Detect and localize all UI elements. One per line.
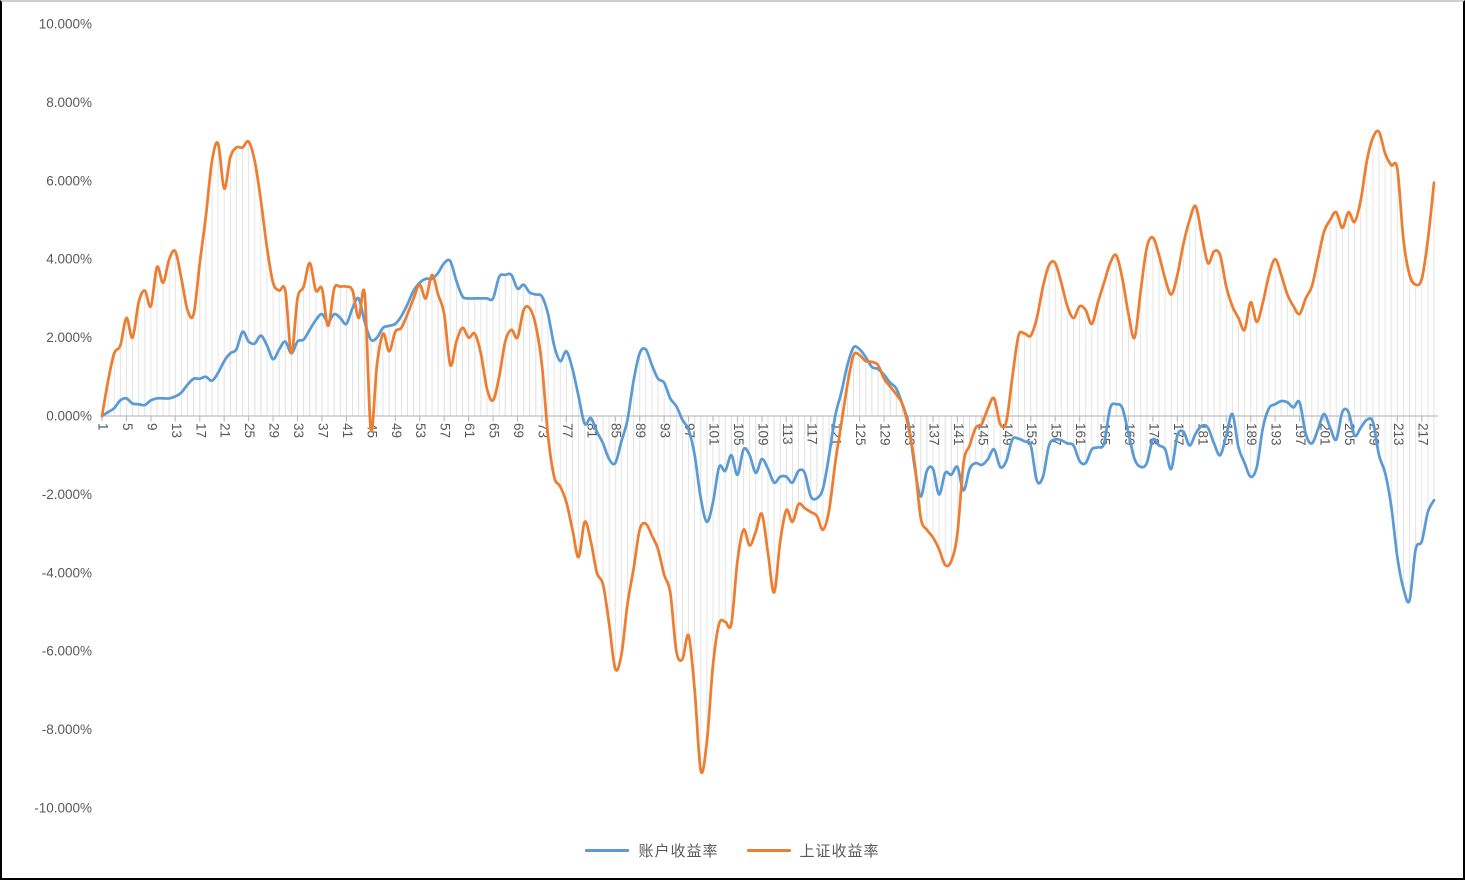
y-tick-label: -8.000% xyxy=(42,722,92,737)
x-tick-label: 145 xyxy=(975,423,990,446)
series-line-shanghai-return xyxy=(100,129,1436,775)
y-tick-label: 8.000% xyxy=(46,95,92,110)
x-tick-label: 153 xyxy=(1024,423,1039,446)
line-chart: 10.000% 8.000% 6.000% 4.000% 2.000% 0.000% -2.… xyxy=(34,17,1438,816)
x-tick-label: 9 xyxy=(144,423,159,431)
y-tick-label: -4.000% xyxy=(42,565,92,580)
x-tick-label: 5 xyxy=(120,423,135,431)
y-tick-label: -2.000% xyxy=(42,487,92,502)
x-tick-label: 85 xyxy=(609,423,624,438)
legend-item-account-return: 账户收益率 xyxy=(585,840,718,861)
y-axis-labels: 10.000% 8.000% 6.000% 4.000% 2.000% 0.000% -2.… xyxy=(34,17,92,816)
x-tick-label: 117 xyxy=(804,423,819,445)
x-tick-label: 89 xyxy=(633,423,648,438)
x-tick-label: 33 xyxy=(291,423,306,438)
x-tick-label: 61 xyxy=(462,423,477,438)
x-tick-label: 49 xyxy=(389,423,404,438)
x-tick-label: 105 xyxy=(731,423,746,446)
x-tick-label: 161 xyxy=(1073,423,1088,446)
x-tick-label: 125 xyxy=(853,423,868,446)
y-tick-label: 0.000% xyxy=(46,409,92,424)
y-tick-label: 4.000% xyxy=(46,252,92,267)
y-tick-label: -6.000% xyxy=(42,644,92,659)
x-tick-label: 193 xyxy=(1269,423,1284,446)
x-tick-label: 13 xyxy=(169,423,184,438)
x-tick-label: 93 xyxy=(658,423,673,438)
legend-label-account-return: 账户收益率 xyxy=(638,842,719,860)
category-drop-lines xyxy=(107,131,1435,771)
x-tick-label: 137 xyxy=(927,423,942,446)
x-tick-label: 213 xyxy=(1391,423,1406,446)
x-tick-label: 113 xyxy=(780,423,795,445)
y-tick-label: -10.000% xyxy=(34,801,92,816)
x-tick-label: 25 xyxy=(242,423,257,438)
x-tick-label: 77 xyxy=(560,423,575,438)
legend-label-shanghai-return: 上证收益率 xyxy=(799,842,880,860)
x-tick-label: 109 xyxy=(755,423,770,446)
x-tick-label: 217 xyxy=(1415,423,1430,446)
x-tick-label: 65 xyxy=(487,423,502,438)
x-tick-label: 41 xyxy=(340,423,355,438)
x-axis xyxy=(101,415,1438,422)
series-line-account-return xyxy=(100,258,1436,604)
x-tick-label: 57 xyxy=(438,423,453,438)
y-tick-label: 10.000% xyxy=(39,17,92,32)
x-tick-label: 1 xyxy=(96,423,111,431)
x-tick-label: 69 xyxy=(511,423,526,438)
x-tick-label: 141 xyxy=(951,423,966,446)
x-tick-label: 173 xyxy=(1146,423,1161,446)
y-tick-label: 6.000% xyxy=(46,173,92,188)
x-axis-labels: 1 5 9 13 17 21 25 29 33 37 41 45 49 53 57 61 65 69 73 77 81 8… xyxy=(96,423,1431,446)
x-tick-label: 189 xyxy=(1244,423,1259,446)
legend-item-shanghai-return: 上证收益率 xyxy=(746,840,880,861)
x-tick-label: 29 xyxy=(267,423,282,438)
x-tick-label: 129 xyxy=(878,423,893,446)
orange-line-swatch-icon xyxy=(746,848,791,852)
x-tick-label: 53 xyxy=(413,423,428,438)
x-tick-label: 201 xyxy=(1318,423,1333,446)
chart-legend: 账户收益率 上证收益率 xyxy=(2,835,1463,865)
y-tick-label: 2.000% xyxy=(46,330,92,345)
x-tick-label: 101 xyxy=(707,423,722,446)
x-tick-label: 21 xyxy=(218,423,233,438)
x-tick-label: 37 xyxy=(316,423,331,438)
blue-line-swatch-icon xyxy=(585,848,630,852)
x-tick-label: 17 xyxy=(193,423,208,438)
